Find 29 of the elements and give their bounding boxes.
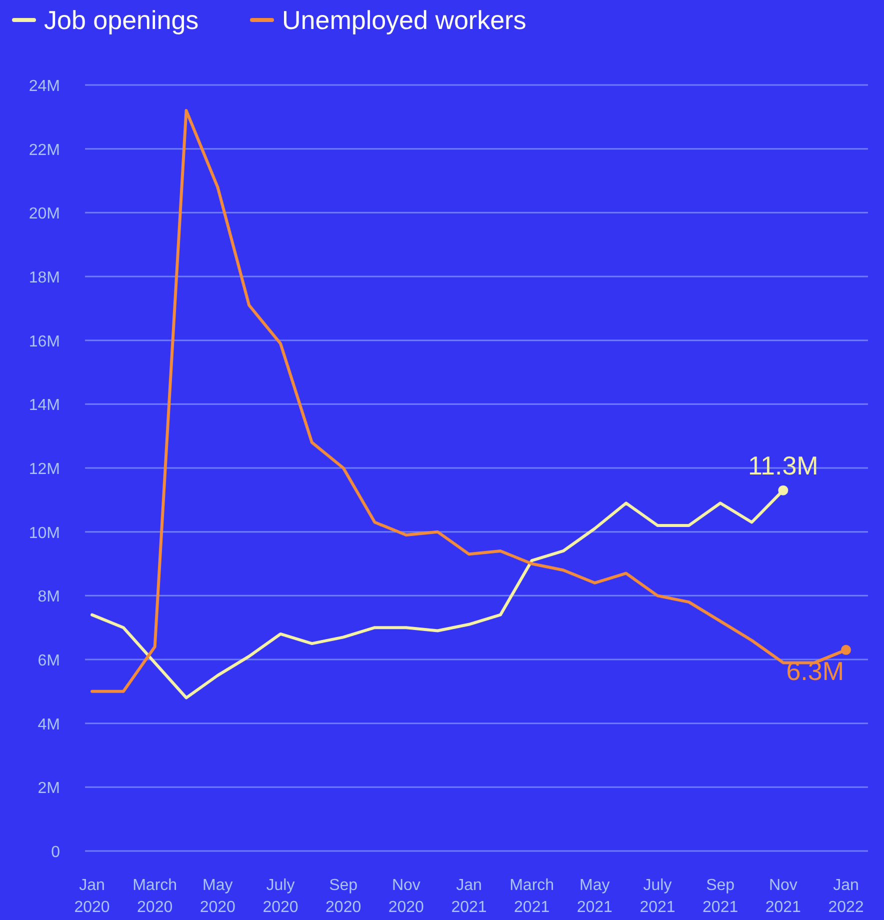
y-tick-label: 10M (28, 524, 60, 542)
y-tick-label: 14M (28, 397, 60, 414)
x-tick-label: Jan 2020 (74, 877, 110, 916)
data-label: 11.3M (748, 450, 818, 480)
x-tick-label: Nov 2020 (388, 877, 424, 916)
y-tick-label: 20M (28, 206, 60, 223)
x-tick-label: May 2021 (576, 877, 613, 916)
y-tick-label: 4M (38, 716, 60, 734)
y-tick-label: 22M (28, 142, 60, 159)
x-tick-label: Sep 2020 (326, 877, 362, 916)
y-tick-label: 6M (38, 652, 60, 670)
y-tick-label: 2M (38, 780, 60, 798)
x-tick-label: Jan 2022 (828, 877, 864, 916)
x-tick-label: Jan 2021 (451, 877, 487, 916)
legend-label: Unemployed workers (282, 5, 526, 35)
y-tick-label: 18M (28, 270, 60, 286)
y-tick-label: 12M (28, 461, 60, 478)
x-tick-label: Nov 2021 (765, 877, 802, 916)
x-tick-label: March 2021 (510, 877, 554, 916)
y-tick-label: 24M (28, 78, 60, 95)
y-tick-label: 8M (38, 588, 60, 606)
y-tick-label: 16M (28, 333, 60, 350)
x-tick-label: July 2021 (640, 877, 676, 916)
x-tick-label: May 2020 (200, 877, 236, 916)
x-tick-label: Sep 2021 (702, 877, 738, 916)
x-tick-label: March 2020 (132, 877, 178, 916)
legend-label: Job openings (44, 5, 199, 35)
y-tick-label: 0 (51, 844, 60, 861)
x-tick-label: July 2020 (262, 877, 298, 916)
